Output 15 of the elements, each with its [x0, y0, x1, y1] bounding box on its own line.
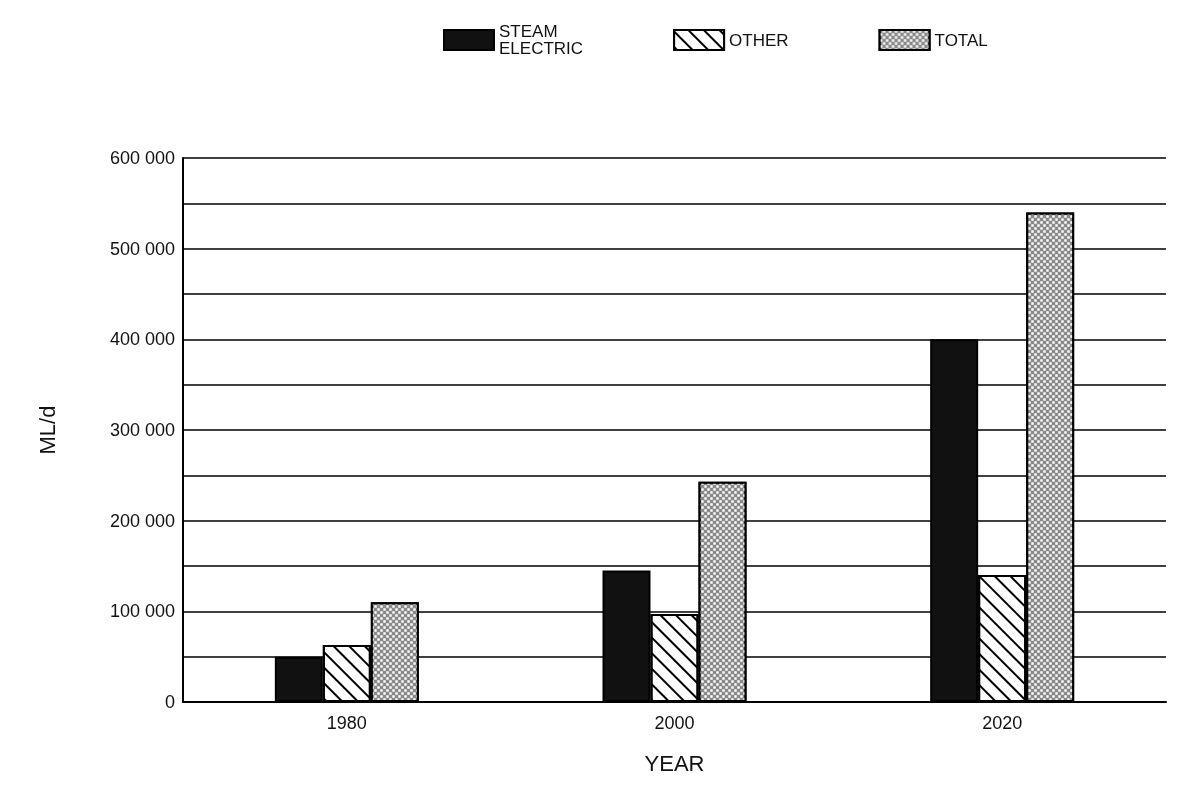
legend-label: STEAM ELECTRIC: [499, 22, 584, 58]
legend-label: TOTAL: [934, 30, 988, 50]
y-tick-label: 400 000: [109, 329, 175, 350]
y-axis-title: ML/d: [34, 405, 60, 455]
legend-label: OTHER: [729, 30, 789, 50]
x-tick-label: 1980: [326, 713, 367, 733]
y-tick-label: 600 000: [109, 148, 175, 168]
y-tick-label: 500 000: [109, 238, 175, 259]
y-tick-label: 300 000: [109, 420, 175, 440]
y-tick-label: 200 000: [109, 510, 175, 531]
y-tick-label: 100 000: [109, 601, 175, 622]
y-tick-label: 0: [164, 692, 175, 712]
x-tick-label: 2000: [654, 713, 695, 733]
x-axis-title: YEAR: [644, 750, 705, 776]
x-tick-label: 2020: [982, 713, 1023, 733]
